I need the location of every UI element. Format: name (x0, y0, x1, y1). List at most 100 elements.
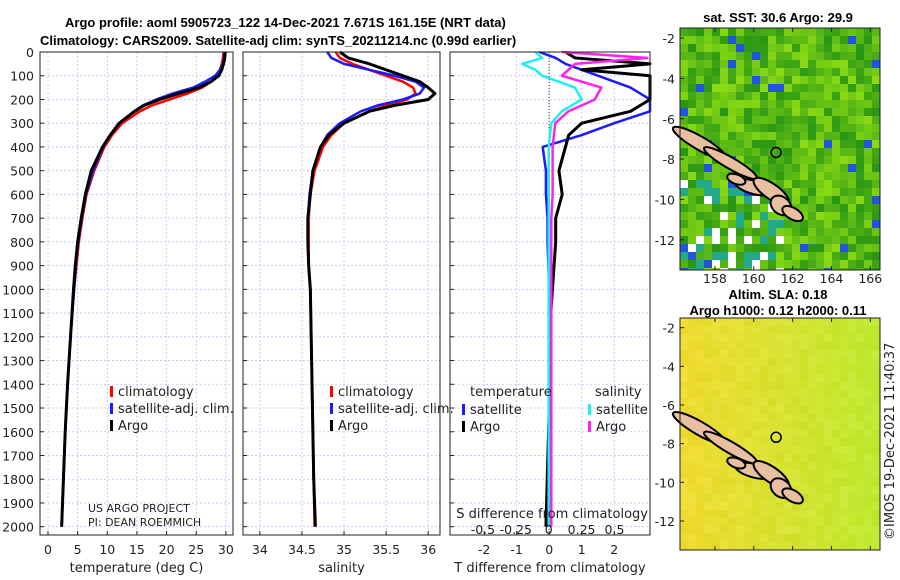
sla-cell (824, 406, 832, 414)
sla-cell (872, 358, 880, 366)
sst-cell (728, 108, 736, 116)
sla-cell (864, 470, 872, 478)
sla-cell (744, 334, 752, 342)
sst-cell (808, 204, 816, 212)
sla-cell (824, 526, 832, 534)
sla-cell (840, 478, 848, 486)
sla-cell (744, 382, 752, 390)
sst-cell (840, 164, 848, 172)
sst-cell (688, 28, 696, 36)
sst-cell (856, 244, 864, 252)
x-axis-label: temperature (deg C) (70, 561, 204, 576)
sst-cell (816, 164, 824, 172)
sst-cell (816, 268, 824, 270)
sst-cell (832, 36, 840, 44)
sst-cell (696, 52, 704, 60)
sst-cell (832, 268, 840, 270)
island-outline (781, 204, 804, 223)
sst-cell (736, 68, 744, 76)
sst-cell (760, 244, 768, 252)
legend-swatch (330, 420, 333, 431)
sla-cell (872, 422, 880, 430)
s-tick-label: -0.5 (471, 522, 495, 537)
sst-cell (760, 164, 768, 172)
sla-cell (856, 342, 864, 350)
sla-cell (736, 486, 744, 494)
sst-cell (728, 92, 736, 100)
sla-cell (840, 398, 848, 406)
sla-cell (728, 326, 736, 334)
sla-cell (712, 358, 720, 366)
sla-cell (688, 454, 696, 462)
sla-cell (736, 438, 744, 446)
sst-cell (824, 140, 832, 148)
sla-cell (840, 510, 848, 518)
sst-cell (816, 236, 824, 244)
sla-cell (728, 342, 736, 350)
sst-cell (752, 204, 760, 212)
sla-cell (848, 462, 856, 470)
sst-cell (856, 236, 864, 244)
sst-cell (792, 236, 800, 244)
salinity-argo-line (306, 50, 437, 527)
sst-cell (840, 148, 848, 156)
sst-cell (808, 236, 816, 244)
lat-tick-label: -4 (663, 359, 676, 374)
sst-cell (800, 124, 808, 132)
sla-cell (832, 422, 840, 430)
sst-cell (864, 204, 872, 212)
sla-cell (744, 374, 752, 382)
sla-cell (792, 430, 800, 438)
sla-cell (800, 534, 808, 542)
sla-cell (744, 390, 752, 398)
sst-cell (712, 28, 720, 36)
sla-cell (728, 366, 736, 374)
sla-cell (800, 382, 808, 390)
sla-cell (696, 390, 704, 398)
sst-cell (696, 116, 704, 124)
sst-cell (832, 44, 840, 52)
sla-cell (696, 526, 704, 534)
sst-cell (736, 252, 744, 260)
sla-cell (856, 486, 864, 494)
sla-cell (688, 438, 696, 446)
sla-cell (840, 518, 848, 526)
sla-cell (752, 382, 760, 390)
y-tick-label: 2000 (2, 520, 34, 535)
legend-label: climatology (338, 385, 414, 400)
sla-cell (872, 334, 880, 342)
sst-cell (808, 44, 816, 52)
sst-cell (696, 44, 704, 52)
sst-cell (696, 244, 704, 252)
sst-cell (808, 188, 816, 196)
sst-cell (792, 228, 800, 236)
lat-tick-label: -6 (663, 112, 676, 127)
sst-cell (816, 108, 824, 116)
sla-cell (824, 358, 832, 366)
sst-cell (720, 52, 728, 60)
sst-cell (808, 268, 816, 270)
sst-cell (856, 172, 864, 180)
sst-cell (864, 220, 872, 228)
sla-cell (704, 454, 712, 462)
sst-cell (720, 116, 728, 124)
sst-cell (848, 156, 856, 164)
sla-cell (760, 518, 768, 526)
sst-cell (856, 84, 864, 92)
sla-cell (712, 422, 720, 430)
legend-label: satellite-adj. clim. (338, 402, 454, 417)
sst-cell (744, 212, 752, 220)
sst-cell (712, 36, 720, 44)
sst-cell (720, 140, 728, 148)
sla-cell (816, 478, 824, 486)
sst-cell (680, 212, 688, 220)
sst-cell (680, 204, 688, 212)
sst-cell (784, 76, 792, 84)
sst-cell (728, 268, 736, 270)
sst-cell (808, 196, 816, 204)
sla-cell (784, 518, 792, 526)
sst-cell (800, 260, 808, 268)
sst-cell (872, 100, 880, 108)
sst-cell (712, 180, 720, 188)
sst-cell (696, 108, 704, 116)
